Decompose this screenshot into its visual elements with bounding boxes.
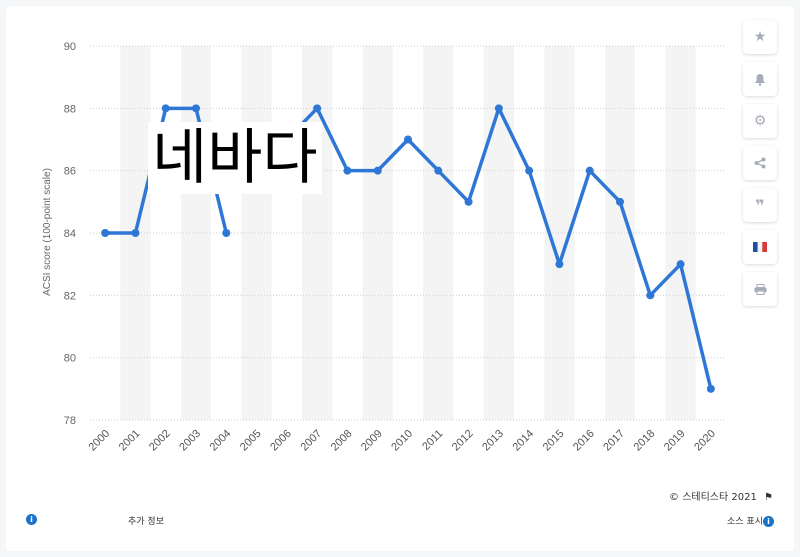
data-point[interactable] xyxy=(676,260,685,269)
x-tick-label: 2019 xyxy=(662,428,688,454)
column-band xyxy=(362,46,393,420)
data-point[interactable] xyxy=(434,166,443,175)
y-axis-ticks: 78 80 82 84 86 88 90 xyxy=(64,41,76,427)
language-button[interactable] xyxy=(743,230,777,264)
x-tick-label: 2017 xyxy=(601,428,627,454)
notification-button[interactable] xyxy=(743,62,777,96)
data-point[interactable] xyxy=(525,166,534,175)
data-point[interactable] xyxy=(494,104,503,113)
x-tick-label: 2008 xyxy=(329,428,355,454)
series-points xyxy=(101,104,715,393)
x-tick-label: 2005 xyxy=(238,428,264,454)
y-tick-label: 90 xyxy=(64,41,76,53)
settings-button[interactable]: ⚙ xyxy=(743,104,777,138)
show-source-label: 소스 표시 xyxy=(727,517,763,527)
bell-icon xyxy=(754,73,766,86)
info-button[interactable]: i xyxy=(26,514,37,525)
flag-icon: ⚑ xyxy=(764,492,773,503)
data-point[interactable] xyxy=(161,104,170,113)
y-tick-label: 84 xyxy=(64,228,76,240)
data-point[interactable] xyxy=(101,229,110,237)
y-tick-label: 80 xyxy=(64,353,76,365)
x-tick-label: 2007 xyxy=(298,428,324,454)
data-point[interactable] xyxy=(646,291,655,300)
data-point[interactable] xyxy=(555,260,564,269)
x-tick-label: 2010 xyxy=(389,428,415,454)
overlay-text: 네바다 xyxy=(148,122,322,194)
x-axis-ticks: 2000 2001 2002 2003 2004 2005 2006 2007 2008 2009… xyxy=(86,428,718,454)
show-source-link[interactable]: 소스 표시 i xyxy=(727,514,774,527)
gear-icon: ⚙ xyxy=(753,113,767,129)
share-button[interactable] xyxy=(743,146,777,180)
x-tick-label: 2015 xyxy=(541,428,567,454)
y-tick-label: 78 xyxy=(64,415,76,427)
x-tick-label: 2003 xyxy=(177,428,203,454)
y-tick-label: 86 xyxy=(64,166,76,178)
print-icon xyxy=(754,283,767,295)
x-tick-label: 2002 xyxy=(147,428,173,454)
data-point[interactable] xyxy=(585,166,594,175)
credit-line: © 스테티스타 2021 ⚑ xyxy=(669,488,773,503)
credit-text: © 스테티스타 2021 xyxy=(669,492,757,503)
data-point[interactable] xyxy=(192,104,200,113)
x-tick-label: 2004 xyxy=(208,428,234,454)
x-tick-label: 2020 xyxy=(692,428,718,454)
x-tick-label: 2018 xyxy=(632,428,658,454)
data-point[interactable] xyxy=(706,384,715,393)
print-button[interactable] xyxy=(743,272,777,306)
share-icon xyxy=(754,157,766,169)
x-tick-label: 2012 xyxy=(450,428,476,454)
x-tick-label: 2016 xyxy=(571,428,597,454)
x-tick-label: 2013 xyxy=(480,428,506,454)
x-tick-label: 2001 xyxy=(117,428,143,454)
info-icon: i xyxy=(26,514,37,525)
quote-icon: ❞ xyxy=(755,195,765,215)
data-point[interactable] xyxy=(343,166,352,175)
y-axis-title: ACSI score (100-point scale) xyxy=(42,168,53,296)
data-point[interactable] xyxy=(464,197,473,206)
star-button[interactable]: ★ xyxy=(743,20,777,54)
data-point[interactable] xyxy=(131,229,140,237)
additional-info-link[interactable]: 추가 정보 xyxy=(128,517,164,527)
x-tick-label: 2011 xyxy=(420,428,445,453)
x-tick-label: 2006 xyxy=(268,428,294,454)
x-tick-label: 2000 xyxy=(86,428,112,454)
star-icon: ★ xyxy=(753,29,767,45)
data-point[interactable] xyxy=(616,197,624,206)
info-icon: i xyxy=(763,516,774,527)
cite-button[interactable]: ❞ xyxy=(743,188,777,222)
x-tick-label: 2014 xyxy=(510,428,536,454)
data-point[interactable] xyxy=(404,135,412,144)
data-point[interactable] xyxy=(313,104,322,113)
data-point[interactable] xyxy=(222,229,231,237)
y-tick-label: 82 xyxy=(64,290,76,302)
x-tick-label: 2009 xyxy=(359,428,385,454)
flag-icon xyxy=(753,242,767,252)
data-point[interactable] xyxy=(373,166,382,175)
y-tick-label: 88 xyxy=(64,103,76,115)
